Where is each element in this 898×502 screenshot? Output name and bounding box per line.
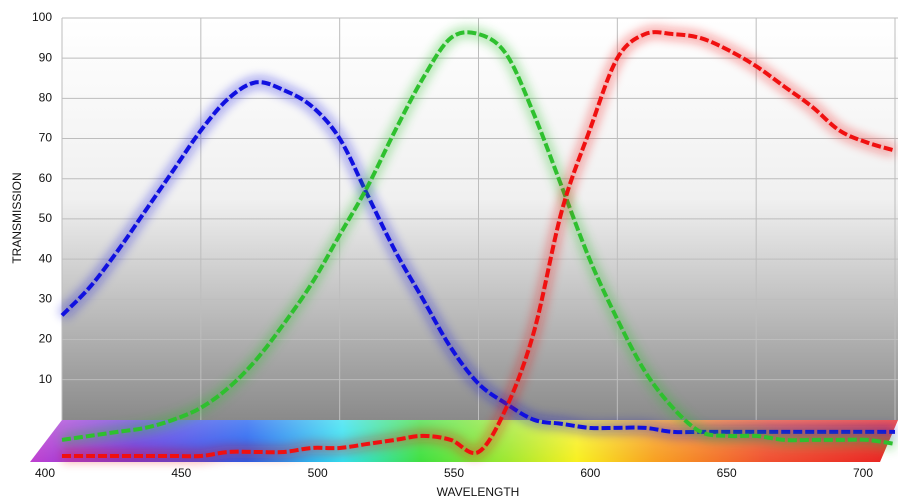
- y-tick-label: 20: [39, 332, 53, 346]
- x-tick-label: 550: [444, 466, 464, 480]
- x-tick-label: 650: [717, 466, 737, 480]
- y-axis-label: TRANSMISSION: [10, 172, 24, 263]
- x-tick-label: 400: [35, 466, 55, 480]
- curve: [62, 30, 896, 459]
- x-tick-label: 500: [308, 466, 328, 480]
- y-tick-label: 50: [39, 211, 53, 225]
- x-tick-label: 600: [580, 466, 600, 480]
- x-tick-label: 450: [171, 466, 191, 480]
- y-tick-label: 80: [39, 91, 53, 105]
- y-tick-label: 60: [39, 171, 53, 185]
- y-tick-label: 70: [39, 131, 53, 145]
- x-tick-label: 700: [853, 466, 873, 480]
- y-tick-label: 100: [32, 10, 52, 24]
- curve: [61, 30, 896, 446]
- x-axis-label: WAVELENGTH: [437, 485, 520, 499]
- curve: [60, 80, 895, 435]
- y-tick-label: 10: [39, 372, 53, 386]
- y-tick-label: 30: [39, 291, 53, 305]
- y-tick-label: 90: [39, 50, 53, 64]
- y-tick-label: 40: [39, 251, 53, 265]
